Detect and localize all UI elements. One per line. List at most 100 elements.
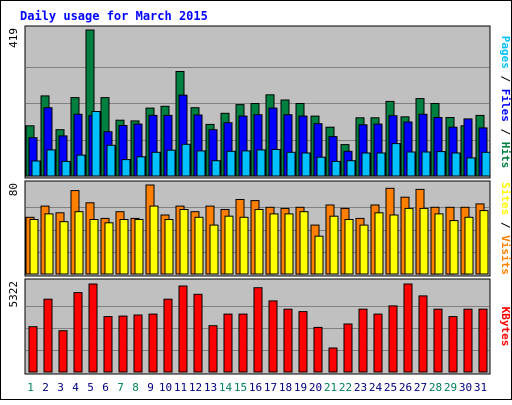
day-label-15: 15	[234, 381, 247, 394]
bar-kbytes-day-11	[178, 285, 188, 373]
day-label-18: 18	[279, 381, 292, 394]
bar-sites-day-3	[59, 221, 69, 275]
bar-pages-day-30	[466, 157, 476, 177]
bar-pages-day-8	[136, 156, 146, 177]
day-label-29: 29	[444, 381, 457, 394]
bar-sites-day-15	[239, 216, 249, 275]
bar-pages-day-19	[301, 152, 311, 177]
bar-kbytes-day-3	[58, 330, 68, 373]
bar-sites-day-28	[434, 213, 444, 275]
day-label-7: 7	[117, 381, 124, 394]
bar-sites-day-23	[359, 224, 369, 275]
day-label-4: 4	[72, 381, 79, 394]
legend-separator: /	[499, 215, 512, 235]
panel-visits-legend: Sites / Visits	[499, 182, 512, 275]
bar-kbytes-day-9	[148, 313, 158, 373]
bar-kbytes-day-16	[253, 287, 263, 373]
bar-pages-day-17	[271, 149, 281, 177]
panel-kbytes-legend: KBytes	[499, 307, 512, 347]
bar-sites-day-19	[299, 211, 309, 275]
bar-kbytes-day-10	[163, 298, 173, 373]
bar-sites-day-10	[164, 219, 174, 275]
bar-kbytes-day-21	[328, 347, 338, 373]
bar-kbytes-day-23	[358, 308, 368, 373]
bar-pages-day-31	[481, 151, 491, 177]
bar-sites-day-27	[419, 207, 429, 275]
chart-legends: Pages / Files / Hits Sites / Visits KBytes	[499, 36, 512, 347]
day-label-1: 1	[27, 381, 34, 394]
panel-visits: 80	[7, 180, 491, 277]
bar-kbytes-day-15	[238, 313, 248, 373]
bar-sites-day-21	[329, 215, 339, 275]
bar-sites-day-5	[89, 219, 99, 275]
day-label-10: 10	[159, 381, 172, 394]
bar-sites-day-26	[404, 207, 414, 275]
bar-pages-day-26	[406, 151, 416, 177]
bar-pages-day-23	[361, 152, 371, 177]
bar-kbytes-day-6	[103, 316, 113, 373]
bar-pages-day-20	[316, 156, 326, 177]
bar-kbytes-day-19	[298, 311, 308, 373]
bar-pages-day-24	[376, 152, 386, 177]
bar-sites-day-30	[464, 216, 474, 275]
bar-pages-day-25	[391, 143, 401, 177]
legend-separator: /	[499, 122, 512, 142]
bar-kbytes-day-2	[43, 298, 53, 373]
bar-kbytes-day-12	[193, 293, 203, 373]
bar-sites-day-14	[224, 215, 234, 275]
day-label-3: 3	[57, 381, 64, 394]
bar-kbytes-day-13	[208, 325, 218, 373]
day-label-13: 13	[204, 381, 217, 394]
day-label-2: 2	[42, 381, 49, 394]
day-label-14: 14	[219, 381, 233, 394]
day-label-22: 22	[339, 381, 352, 394]
day-label-16: 16	[249, 381, 262, 394]
bar-pages-day-12	[196, 150, 206, 177]
bar-sites-day-2	[44, 213, 54, 275]
day-label-12: 12	[189, 381, 202, 394]
bar-pages-day-13	[211, 160, 221, 177]
bar-sites-day-6	[104, 222, 114, 275]
bar-sites-day-31	[479, 210, 489, 275]
bar-pages-day-3	[61, 160, 71, 177]
bar-pages-day-14	[226, 150, 236, 177]
bar-pages-day-22	[346, 160, 356, 177]
day-labels: 1 2 3 4 5 6 7 8 9 10 11 12 13 14 15 16 17 18 19 20 21 22 23 24 2…	[27, 381, 487, 394]
bar-sites-day-18	[284, 213, 294, 275]
day-label-11: 11	[174, 381, 187, 394]
bar-kbytes-day-20	[313, 326, 323, 373]
bar-pages-day-2	[46, 149, 56, 177]
legend-kbytes: KBytes	[499, 307, 512, 347]
panel-visits-max-label: 80	[7, 183, 20, 196]
bar-kbytes-day-25	[388, 305, 398, 373]
bar-kbytes-day-17	[268, 300, 278, 373]
bar-sites-day-9	[149, 205, 159, 275]
bar-pages-day-15	[241, 150, 251, 177]
legend-hits: Hits	[499, 142, 512, 169]
day-label-17: 17	[264, 381, 277, 394]
bar-kbytes-day-7	[118, 315, 128, 373]
bar-pages-day-18	[286, 151, 296, 177]
bar-pages-day-28	[436, 151, 446, 177]
panel-hits: 419	[7, 25, 491, 179]
day-label-8: 8	[132, 381, 139, 394]
bar-sites-day-13	[209, 224, 219, 275]
day-label-28: 28	[429, 381, 442, 394]
panel-kbytes-max-label: 5322	[7, 281, 20, 308]
bar-kbytes-day-8	[133, 314, 143, 373]
day-label-23: 23	[354, 381, 367, 394]
day-label-5: 5	[87, 381, 94, 394]
panel-kbytes: 5322	[7, 278, 491, 375]
legend-pages: Pages	[499, 36, 512, 69]
day-label-27: 27	[414, 381, 427, 394]
bar-sites-day-7	[119, 219, 129, 275]
legend-files: Files	[499, 89, 512, 122]
bar-kbytes-day-26	[403, 283, 413, 373]
legend-sites: Sites	[499, 182, 512, 215]
day-label-21: 21	[324, 381, 337, 394]
day-label-9: 9	[147, 381, 154, 394]
panel-hits-legend: Pages / Files / Hits	[499, 36, 512, 169]
bar-kbytes-day-30	[463, 308, 473, 373]
bar-sites-day-20	[314, 235, 324, 275]
